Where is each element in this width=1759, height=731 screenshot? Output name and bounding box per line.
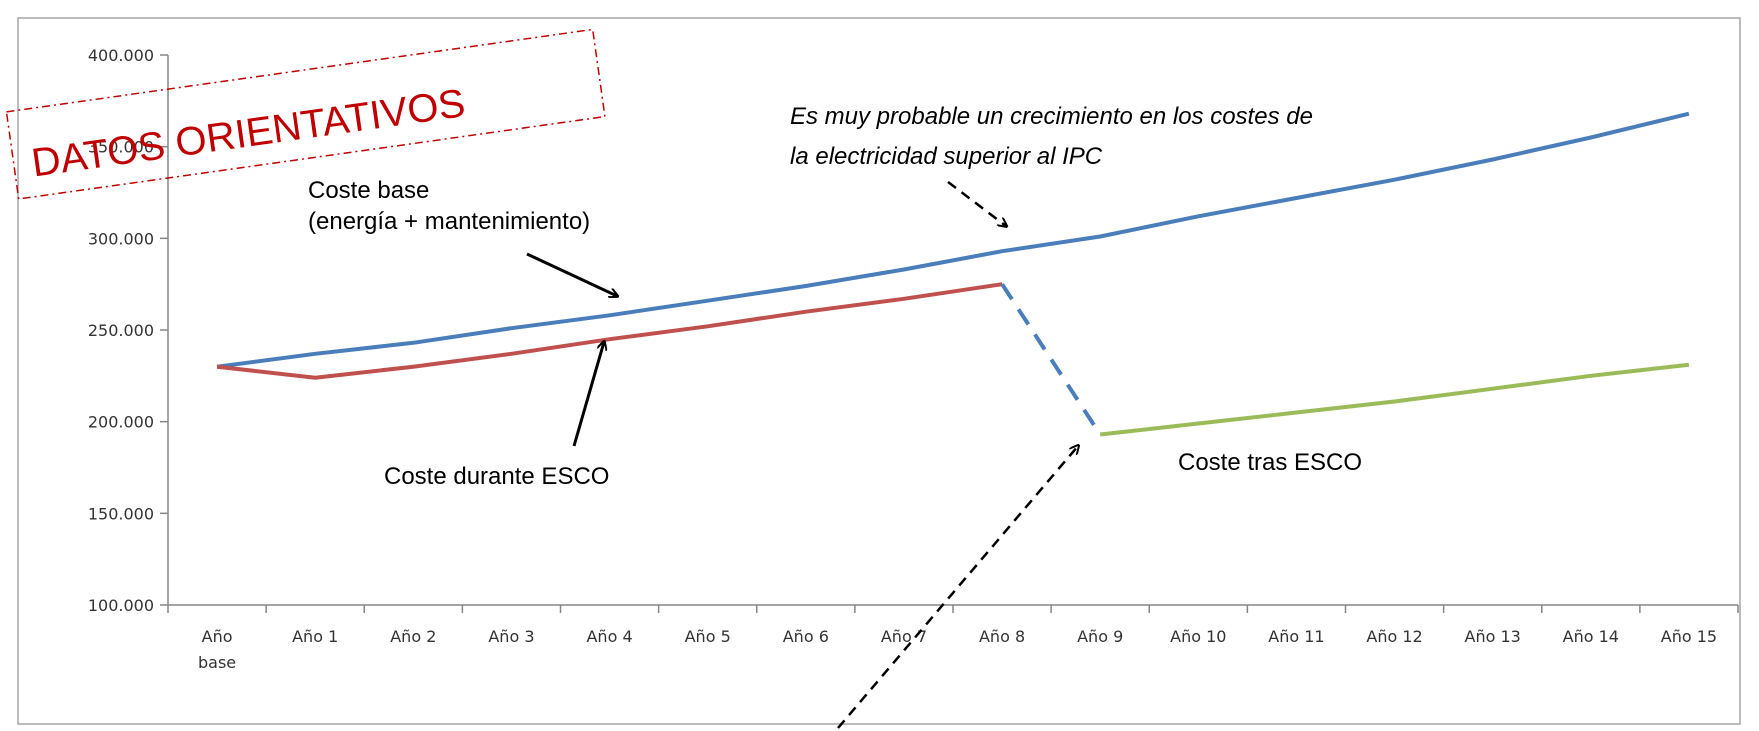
x-tick-label: Año 4: [586, 627, 632, 646]
x-tick-label: Año 9: [1077, 627, 1123, 646]
x-tick-label: Año 5: [685, 627, 731, 646]
chart-frame: [17, 17, 1741, 725]
x-tick-label: Año 13: [1465, 627, 1521, 646]
x-tick-label: Año base: [198, 627, 236, 672]
x-tick-label: Año 10: [1170, 627, 1226, 646]
x-tick-label: Año 14: [1563, 627, 1619, 646]
annotation-ipc-line2: la electricidad superior al IPC: [790, 143, 1103, 170]
x-tick-label: Año 2: [390, 627, 436, 646]
annotation-coste-tras: Coste tras ESCO: [1178, 449, 1362, 476]
series-line-durante: [216, 282, 1003, 380]
y-tick-label: 200.000: [88, 413, 154, 432]
x-tick-label: Año 12: [1366, 627, 1422, 646]
x-tick-label: Año 7: [881, 627, 927, 646]
series-layer: [216, 111, 1690, 437]
y-tick-label: 400.000: [88, 46, 154, 65]
x-tick-label: Año 8: [979, 627, 1025, 646]
y-tick-label: 300.000: [88, 229, 154, 248]
arrow-coste-durante: [572, 342, 604, 447]
annotation-ipc-line1: Es muy probable un crecimiento en los co…: [790, 103, 1313, 130]
arrow-ipc: [947, 181, 1006, 226]
x-tick-label: Año 6: [783, 627, 829, 646]
annotation-coste-base-line2: (energía + mantenimiento): [308, 208, 590, 235]
x-tick-label: Año 3: [488, 627, 534, 646]
y-tick-label: 150.000: [88, 504, 154, 523]
y-tick-label: 350.000: [88, 138, 154, 157]
annotation-coste-base-line1: Coste base: [308, 177, 429, 204]
x-tick-label: Año 15: [1661, 627, 1717, 646]
stamp-border: [5, 28, 606, 200]
y-tick-label: 100.000: [88, 596, 154, 615]
y-tick-label: 250.000: [88, 321, 154, 340]
x-tick-label: Año 11: [1268, 627, 1324, 646]
series-line-base: [216, 111, 1690, 369]
x-tick-label: Año 1: [292, 627, 338, 646]
arrow-coste-base: [526, 252, 617, 296]
arrow-tras-esco-long: [837, 446, 1078, 729]
annotation-coste-durante: Coste durante ESCO: [384, 463, 609, 490]
y-axis-ticks: 100.000 150.000 200.000 250.000 300.000 350.0…: [88, 46, 168, 615]
x-axis-ticks: Año base Año 1 Año 2 Año 3 Año 4 Año 5 Año 6 Año…: [167, 605, 1739, 672]
series-line-tras: [1099, 362, 1690, 437]
